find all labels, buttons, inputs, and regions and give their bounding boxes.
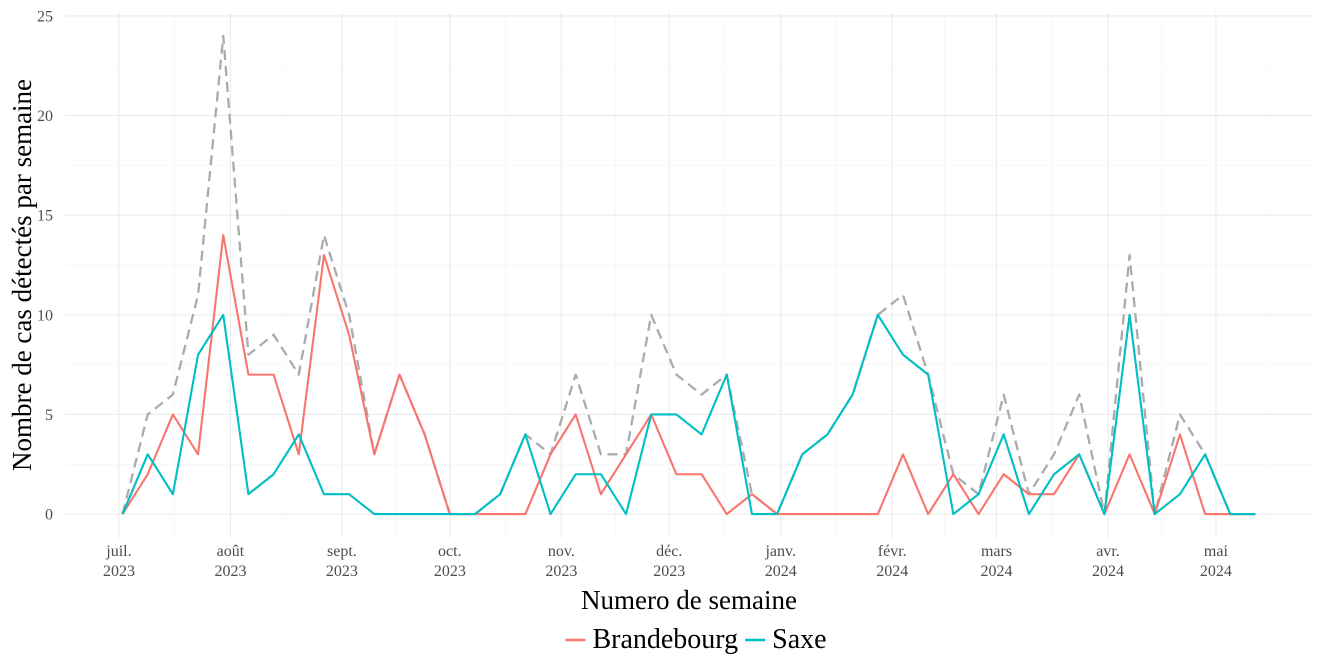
series-line-brandebourg <box>121 234 1256 516</box>
panel-grid <box>65 12 1313 538</box>
x-tick-label-month: avr. <box>1096 543 1120 560</box>
x-tick-label-year: 2023 <box>103 563 135 580</box>
x-tick-label-month: sept. <box>327 543 357 560</box>
y-axis-title: Nombre de cas détectés par semaine <box>7 79 37 471</box>
legend: Brandebourg Saxe <box>565 624 827 655</box>
series-lines <box>121 34 1256 516</box>
x-tick-label-month: juil. <box>105 543 131 560</box>
y-axis-tick-labels: 0 5 10 15 20 25 <box>37 8 53 523</box>
y-tick-label: 0 <box>45 507 53 524</box>
x-tick-label-year: 2024 <box>876 563 908 580</box>
y-tick-label: 15 <box>37 208 53 225</box>
x-axis-title: Numero de semaine <box>581 585 797 615</box>
x-tick-label-month: nov. <box>548 543 575 560</box>
x-tick-label-month: août <box>217 543 245 560</box>
x-tick-label-month: oct. <box>438 543 462 560</box>
series-line-dashed <box>121 34 1256 516</box>
legend-item-saxe: Saxe <box>745 624 827 655</box>
x-tick-label-year: 2023 <box>214 563 246 580</box>
legend-item-brandebourg: Brandebourg <box>565 624 738 655</box>
x-tick-label-year: 2024 <box>765 563 797 580</box>
legend-label-saxe: Saxe <box>772 624 826 655</box>
x-tick-label-year: 2023 <box>653 563 685 580</box>
legend-label-brandebourg: Brandebourg <box>592 624 738 655</box>
x-tick-label-month: janv. <box>764 543 796 560</box>
series-line-saxe <box>121 313 1256 516</box>
x-tick-label-year: 2023 <box>326 563 358 580</box>
x-tick-label-year: 2023 <box>434 563 466 580</box>
x-tick-label-month: mai <box>1204 543 1229 560</box>
y-tick-label: 20 <box>37 108 53 125</box>
y-tick-label: 5 <box>45 407 53 424</box>
x-tick-label-month: déc. <box>656 543 682 560</box>
x-tick-label-year: 2024 <box>1200 563 1232 580</box>
x-axis-tick-labels: juil. 2023 août 2023 sept. 2023 oct. 2023 nov. 20… <box>103 543 1232 580</box>
y-tick-label: 10 <box>37 307 53 324</box>
x-tick-label-month: févr. <box>878 543 907 560</box>
x-tick-label-year: 2024 <box>981 563 1013 580</box>
x-tick-label-year: 2024 <box>1092 563 1124 580</box>
x-tick-label-year: 2023 <box>545 563 577 580</box>
y-tick-label: 25 <box>37 8 53 25</box>
x-tick-label-month: mars <box>981 543 1012 560</box>
